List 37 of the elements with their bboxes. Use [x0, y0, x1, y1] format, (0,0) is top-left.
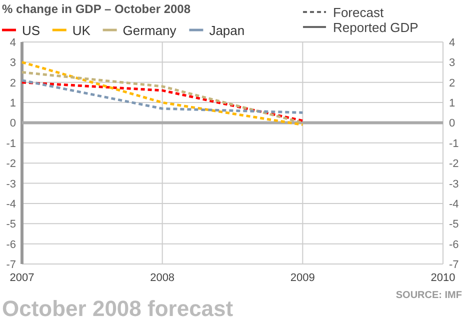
legend-label: UK	[72, 23, 91, 38]
text: Reported GDP	[333, 20, 418, 35]
y-tick-label: -4	[6, 198, 16, 210]
y-tick-label: 3	[10, 57, 16, 70]
y2-tick-label: -4	[449, 198, 459, 210]
y2-tick-label: 4	[449, 37, 456, 49]
y2-tick-label: -3	[449, 178, 459, 190]
y2-tick-label: -5	[449, 218, 459, 231]
y-tick-label: 4	[10, 37, 16, 49]
y2-tick-label: 3	[449, 57, 456, 70]
legend-label: US	[22, 23, 40, 38]
x-tick-label: 2010	[430, 272, 456, 284]
y-tick-label: 2	[10, 77, 16, 90]
y2-tick-label: -2	[449, 158, 459, 170]
x-tick-label: 2009	[290, 272, 315, 284]
y2-tick-label: -1	[449, 138, 459, 150]
y-tick-label: 1	[10, 98, 16, 110]
y-tick-label: -6	[6, 238, 16, 251]
x-tick-label: 2007	[10, 272, 34, 284]
source-note: SOURCE: IMF	[396, 290, 462, 301]
y2-tick-label: -6	[449, 238, 459, 251]
y-tick-label: 0	[10, 118, 16, 130]
y-tick-label: -2	[6, 158, 16, 170]
y-tick-label: -5	[6, 218, 16, 231]
chart-title: % change in GDP – October 2008	[2, 2, 191, 16]
y2-tick-label: 1	[449, 98, 456, 110]
text: Forecast	[333, 5, 384, 20]
legend-label: Germany	[122, 23, 177, 38]
y2-tick-label: 2	[449, 77, 456, 90]
y2-tick-label: -7	[449, 259, 459, 271]
y-tick-label: -1	[6, 138, 16, 150]
y-tick-label: -3	[6, 178, 16, 190]
y-tick-label: -7	[6, 259, 16, 271]
x-tick-label: 2008	[150, 272, 175, 284]
legend-label: Japan	[209, 23, 245, 38]
y2-tick-label: 0	[449, 118, 456, 130]
text: October 2008 forecast	[2, 296, 234, 321]
